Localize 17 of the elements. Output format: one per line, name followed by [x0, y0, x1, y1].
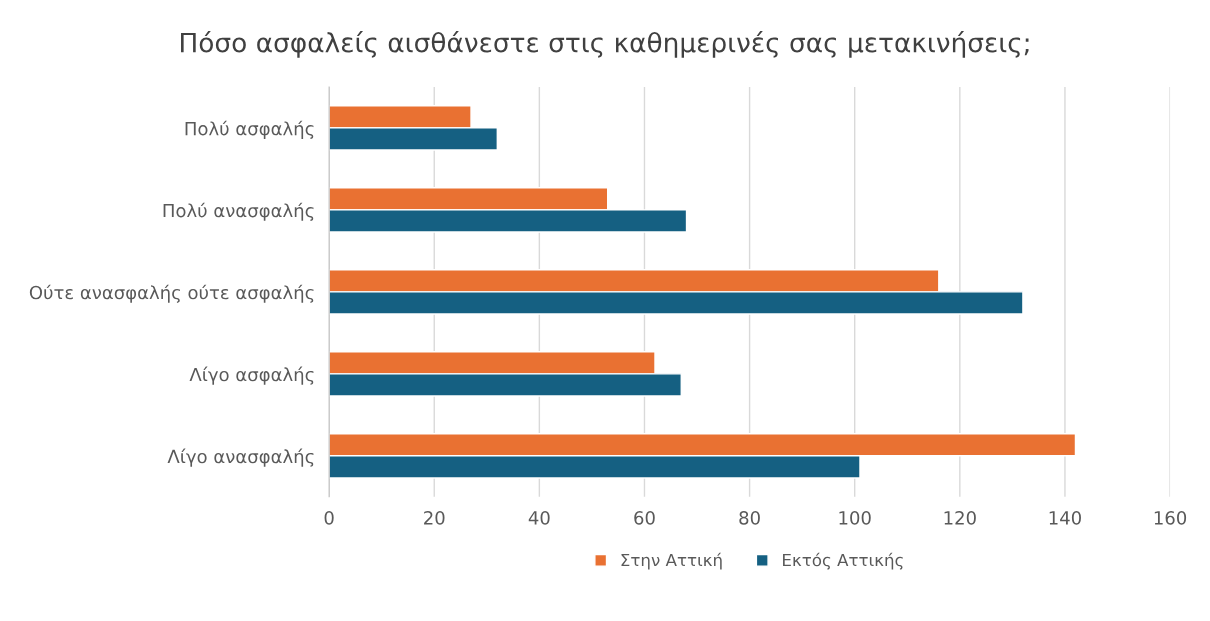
y-tick-label: Πολύ ανασφαλής	[163, 202, 314, 221]
x-tick-label: 80	[739, 511, 760, 525]
legend-label: Στην Αττική	[621, 552, 722, 570]
y-tick-label: Ούτε ανασφαλής ούτε ασφαλής	[29, 284, 314, 303]
x-tick-label: 120	[944, 511, 976, 525]
y-tick-label: Λίγο ανασφαλής	[167, 448, 314, 467]
x-tick-label: 140	[1049, 511, 1081, 525]
chart-title: Πόσο ασφαλείς αισθάνεστε στις καθημερινές σας μετακινήσεις;	[181, 31, 1029, 58]
y-tick-label: Πολύ ασφαλής	[185, 120, 314, 139]
x-tick-label: 60	[634, 511, 655, 525]
x-tick-label: 100	[839, 511, 871, 525]
x-tick-label: 160	[1154, 511, 1187, 525]
legend-label: Εκτός Αττικής	[783, 552, 903, 570]
y-tick-label: Λίγο ασφαλής	[189, 366, 314, 385]
x-tick-label: 20	[424, 511, 445, 525]
x-tick-label: 40	[528, 511, 550, 525]
x-tick-label: 0	[324, 511, 334, 525]
